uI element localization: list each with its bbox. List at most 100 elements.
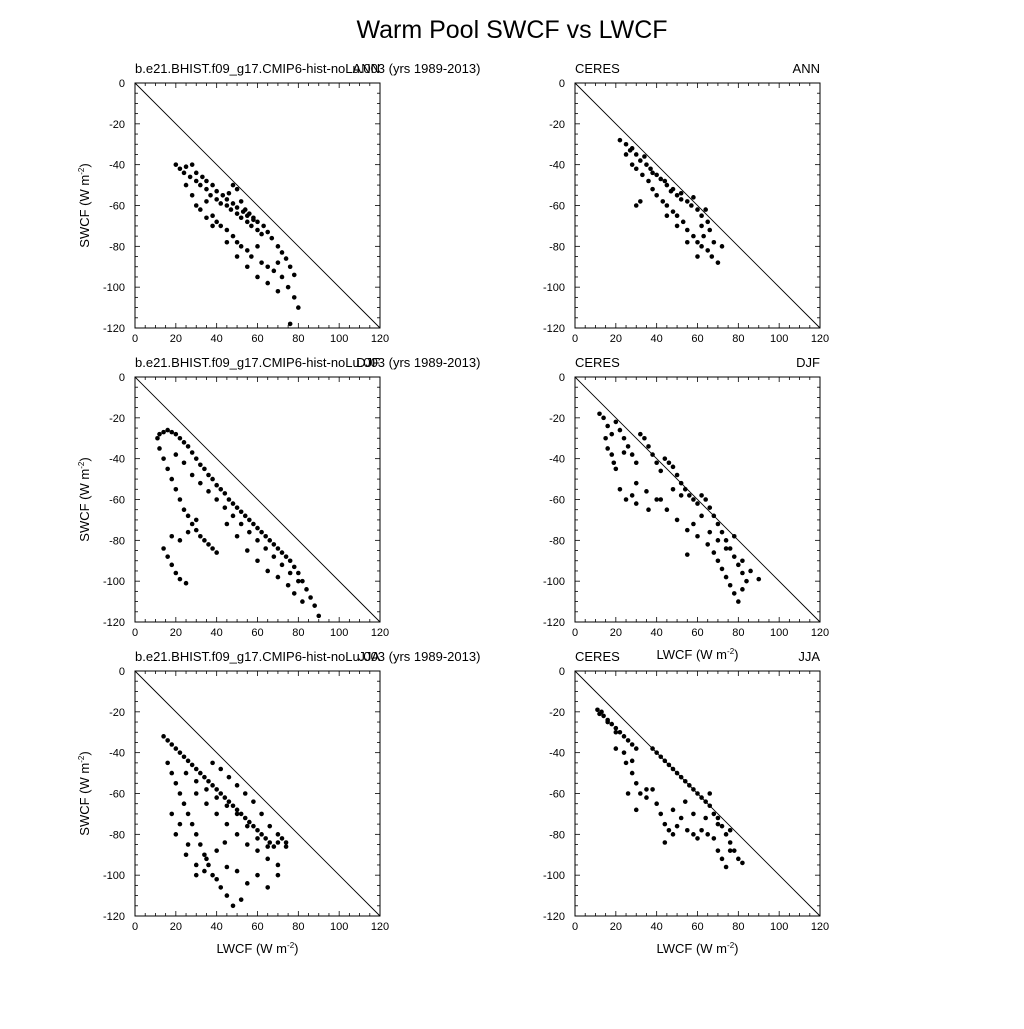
data-point <box>169 770 175 776</box>
data-point <box>691 521 696 527</box>
reference-line <box>134 670 381 917</box>
reference-line <box>134 376 381 623</box>
x-axis-label: LWCF (W m-2) <box>657 647 739 662</box>
data-point <box>674 192 680 198</box>
data-point <box>224 227 230 233</box>
data-point <box>238 199 244 204</box>
data-point <box>279 550 285 555</box>
data-point <box>224 803 230 809</box>
data-point <box>189 472 195 478</box>
data-point <box>756 576 762 582</box>
data-point <box>242 207 248 212</box>
data-point <box>670 766 676 772</box>
data-point <box>275 244 281 249</box>
data-point <box>605 446 610 451</box>
data-point <box>234 783 240 788</box>
x-tick-label: 100 <box>770 333 788 345</box>
data-point <box>193 832 199 837</box>
data-point <box>183 182 189 188</box>
data-point <box>206 472 211 478</box>
data-point <box>189 762 195 768</box>
data-point <box>695 254 700 259</box>
panel-6: 0 20 40 60 80 100 120 0 -20 -40 -60 -80 -100 -120 CERE… <box>543 649 829 956</box>
y-tick-label: -40 <box>549 454 565 466</box>
data-point <box>684 227 690 233</box>
data-point <box>664 203 670 208</box>
data-point <box>218 885 224 890</box>
y-tick-label: -60 <box>109 789 125 801</box>
data-point <box>247 211 252 216</box>
main-title: Warm Pool SWCF vs LWCF <box>356 16 668 44</box>
y-tick-label: -120 <box>543 617 565 629</box>
data-point <box>711 836 717 841</box>
data-point <box>238 509 244 515</box>
data-point <box>255 558 260 564</box>
data-point <box>687 493 692 498</box>
data-point <box>650 452 655 457</box>
data-point <box>740 860 745 866</box>
data-point <box>193 456 199 461</box>
data-point <box>711 811 717 817</box>
data-point <box>265 856 271 862</box>
y-tick-label: -120 <box>103 911 125 923</box>
data-point <box>287 570 293 576</box>
data-point <box>275 546 281 551</box>
data-point <box>308 595 313 600</box>
data-point <box>748 568 753 574</box>
y-tick-label: -100 <box>543 282 565 294</box>
x-tick-label: 80 <box>292 333 304 345</box>
data-point <box>198 842 203 847</box>
y-tick-label: -80 <box>109 829 125 841</box>
data-point <box>198 207 203 212</box>
data-point <box>210 546 215 551</box>
data-point <box>705 248 711 253</box>
data-point <box>204 199 209 204</box>
data-point <box>662 758 668 764</box>
x-tick-label: 100 <box>770 921 788 933</box>
y-tick-label: -60 <box>109 495 125 507</box>
x-tick-label: 40 <box>651 333 663 345</box>
data-point <box>255 872 260 878</box>
data-point <box>682 799 688 804</box>
y-tick-label: 0 <box>119 666 125 678</box>
y-tick-label: -80 <box>109 535 125 547</box>
data-point <box>727 582 733 588</box>
data-point <box>705 542 711 547</box>
data-point <box>271 844 277 849</box>
data-point <box>189 821 195 827</box>
panel-title-left: CERES <box>575 355 620 370</box>
data-point <box>701 233 706 239</box>
data-point <box>705 832 711 837</box>
data-point <box>193 862 199 868</box>
data-point <box>185 513 191 519</box>
data-point <box>595 707 600 713</box>
data-point <box>666 827 672 833</box>
data-point <box>609 431 615 437</box>
data-point <box>613 419 619 425</box>
data-point <box>646 178 651 184</box>
data-point <box>177 576 183 582</box>
y-axis-label-main: SWCF (W m <box>77 469 92 542</box>
data-point <box>707 803 713 809</box>
x-tick-label: 0 <box>132 921 138 933</box>
data-point <box>206 778 211 784</box>
data-point <box>695 836 700 841</box>
data-point <box>283 256 289 261</box>
data-point <box>165 427 170 433</box>
data-point <box>230 513 236 519</box>
data-point <box>644 795 649 800</box>
x-tick-label: 20 <box>610 627 622 639</box>
data-point <box>715 260 721 265</box>
data-point <box>238 521 244 527</box>
data-point <box>646 507 651 513</box>
data-point <box>189 162 195 167</box>
data-point <box>255 274 260 280</box>
data-point <box>173 431 179 437</box>
y-tick-label: -20 <box>549 119 565 131</box>
data-point <box>605 719 610 725</box>
data-point <box>206 862 211 868</box>
data-point <box>678 190 684 196</box>
x-tick-label: 20 <box>610 921 622 933</box>
y-tick-label: -120 <box>543 323 565 335</box>
data-point <box>625 444 631 449</box>
